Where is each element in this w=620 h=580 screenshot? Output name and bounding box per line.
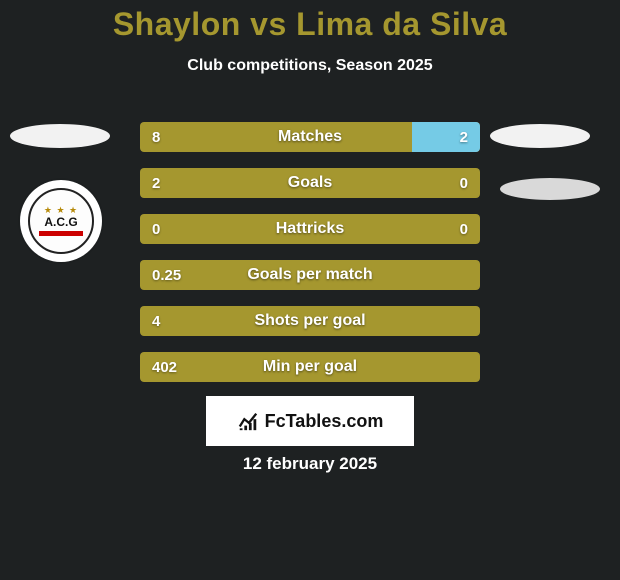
badge-stars-icon: ★ ★ ★ xyxy=(44,206,78,215)
badge-graphic: ★ ★ ★ A.C.G xyxy=(28,188,94,254)
stat-row: 20Goals xyxy=(140,168,480,198)
badge-stripe xyxy=(39,231,83,236)
stat-row: 82Matches xyxy=(140,122,480,152)
stat-row: 402Min per goal xyxy=(140,352,480,382)
badge-text: A.C.G xyxy=(44,216,77,228)
page-title: Shaylon vs Lima da Silva xyxy=(0,0,620,43)
stat-label: Min per goal xyxy=(140,352,480,382)
subtitle: Club competitions, Season 2025 xyxy=(0,57,620,75)
brand-text: FcTables.com xyxy=(265,411,384,432)
stat-label: Goals per match xyxy=(140,260,480,290)
comparison-bars: 82Matches 20Goals 00Hattricks 0.25Goals per… xyxy=(140,122,480,398)
stat-row: 00Hattricks xyxy=(140,214,480,244)
left-player-avatar xyxy=(10,124,110,148)
brand-badge: FcTables.com xyxy=(206,396,414,446)
date-text: 12 february 2025 xyxy=(0,454,620,474)
comparison-infographic: Shaylon vs Lima da Silva Club competitio… xyxy=(0,0,620,580)
right-club-badge xyxy=(500,178,600,200)
left-club-badge: ★ ★ ★ A.C.G xyxy=(20,180,102,262)
chart-icon xyxy=(237,410,259,432)
stat-label: Hattricks xyxy=(140,214,480,244)
stat-row: 4Shots per goal xyxy=(140,306,480,336)
stat-label: Goals xyxy=(140,168,480,198)
right-player-avatar xyxy=(490,124,590,148)
stat-row: 0.25Goals per match xyxy=(140,260,480,290)
stat-label: Shots per goal xyxy=(140,306,480,336)
stat-label: Matches xyxy=(140,122,480,152)
